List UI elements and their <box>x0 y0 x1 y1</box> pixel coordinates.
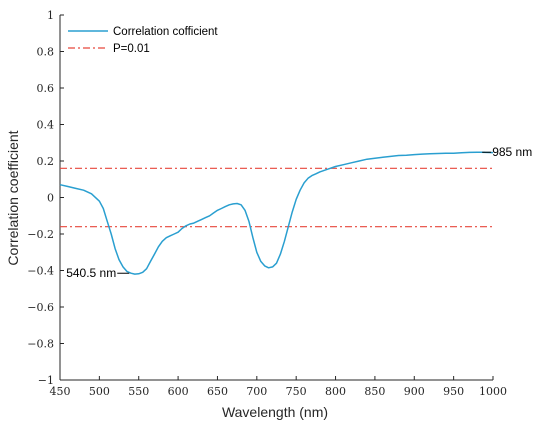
x-tick-label: 550 <box>128 385 149 398</box>
y-tick-label: 0 <box>47 192 54 205</box>
x-axis-label: Wavelength (nm) <box>222 404 328 420</box>
x-tick-label: 800 <box>325 385 346 398</box>
x-tick-label: 600 <box>168 385 189 398</box>
y-tick-label: −0.2 <box>27 228 54 241</box>
legend-label-correlation: Correlation cofficient <box>113 26 218 38</box>
annotation-985-nm: 985 nm <box>492 145 532 159</box>
correlation-series-line <box>59 151 494 275</box>
annotations: 540.5 nm 985 nm <box>66 145 532 280</box>
axes: 450 500 550 600 650 700 750 800 850 900 950 1000 −1 −… <box>27 9 507 398</box>
y-tick-label: −0.4 <box>27 265 54 278</box>
x-tick-label: 450 <box>50 385 71 398</box>
series-lines <box>59 151 494 275</box>
x-tick-label: 750 <box>286 385 307 398</box>
y-tick-label: 0.8 <box>37 46 55 59</box>
legend-label-p001: P=0.01 <box>113 43 150 55</box>
x-tick-label: 900 <box>404 385 425 398</box>
y-axis-label: Correlation coefficient <box>5 130 21 265</box>
x-tick-label: 500 <box>89 385 110 398</box>
y-tick-label: 0.2 <box>37 155 55 168</box>
y-tick-label: 1 <box>47 9 54 22</box>
legend: Correlation cofficient P=0.01 <box>68 26 218 55</box>
y-tick-label: 0.4 <box>37 119 55 132</box>
y-tick-label: −0.6 <box>27 301 54 314</box>
x-tick-label: 1000 <box>479 385 507 398</box>
y-tick-label: 0.6 <box>37 82 55 95</box>
reference-lines <box>60 167 493 228</box>
y-tick-label: −0.8 <box>27 338 54 351</box>
x-tick-label: 950 <box>443 385 464 398</box>
annotation-540-nm: 540.5 nm <box>66 266 116 280</box>
x-tick-label: 700 <box>246 385 267 398</box>
x-tick-label: 850 <box>364 385 385 398</box>
y-tick-label: −1 <box>38 374 54 387</box>
x-tick-label: 650 <box>207 385 228 398</box>
